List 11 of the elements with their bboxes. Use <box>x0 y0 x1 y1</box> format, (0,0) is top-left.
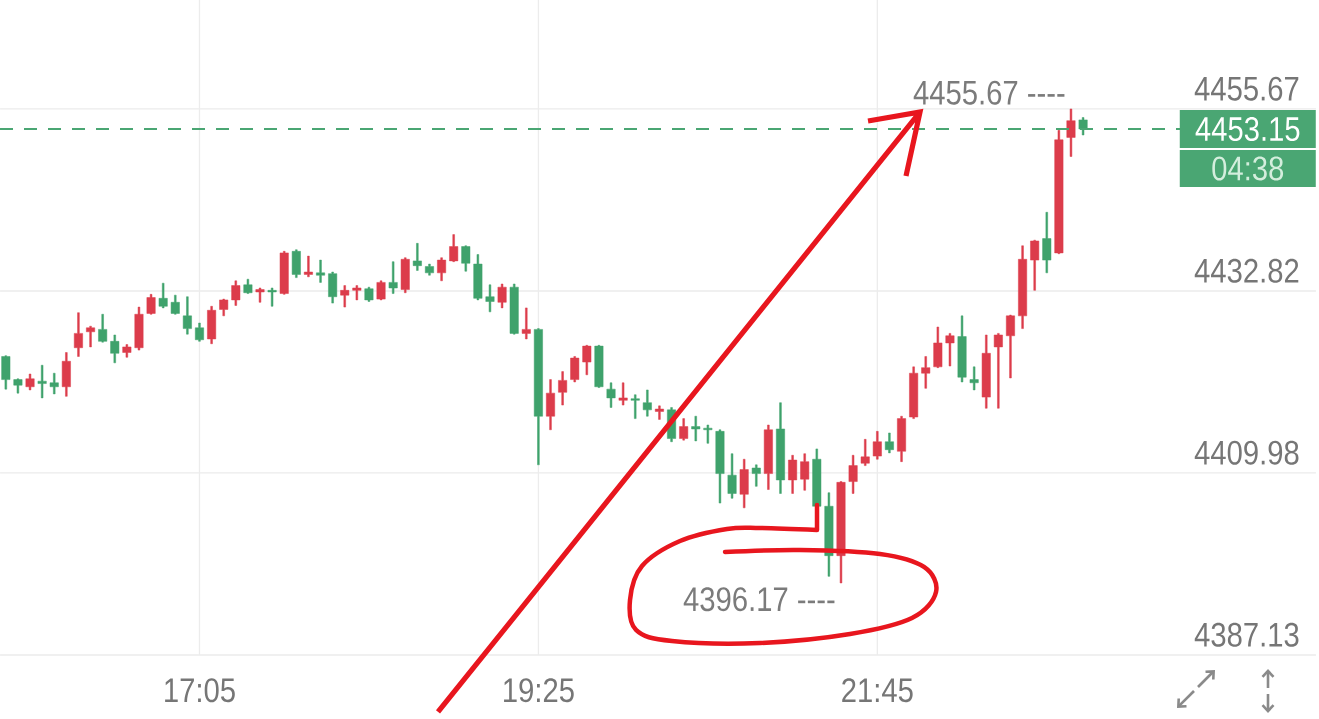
y-tick-label: 4409.98 <box>1194 440 1299 465</box>
y-tick-label: 4432.82 <box>1194 258 1299 283</box>
ref-line-label: 4453.15 <box>1195 117 1300 142</box>
x-tick-label: 21:45 <box>842 678 913 703</box>
annotation: 4455.67 ---- <box>913 80 1065 105</box>
annotation: 4396.17 ---- <box>683 587 835 612</box>
annotation: 04:38 <box>1212 156 1284 181</box>
y-tick-label: 4387.13 <box>1194 622 1299 647</box>
x-tick-label: 19:25 <box>504 678 574 703</box>
x-tick-label: 17:05 <box>165 678 235 703</box>
y-tick-label: 4455.67 <box>1194 76 1299 101</box>
